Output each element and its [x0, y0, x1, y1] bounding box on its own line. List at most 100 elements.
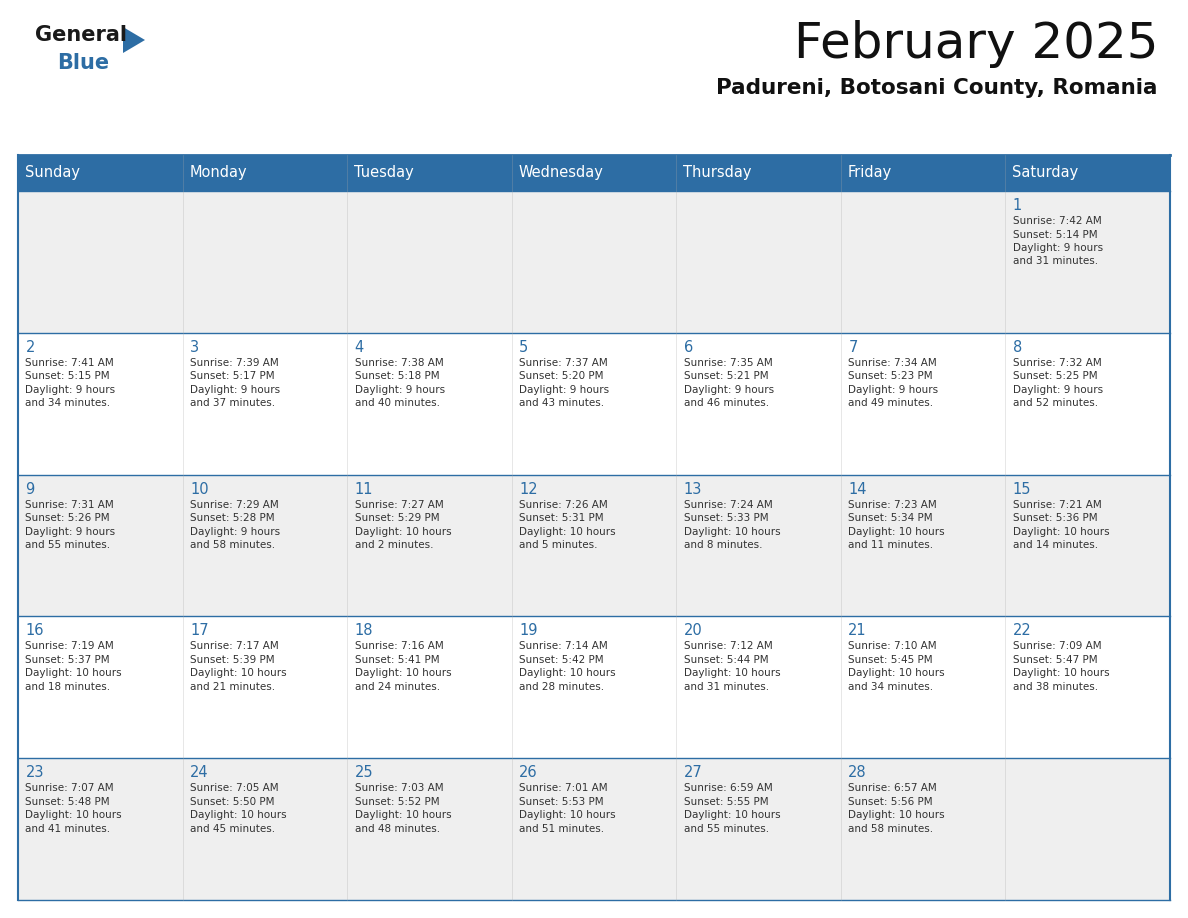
Text: 24: 24 [190, 766, 209, 780]
Text: 18: 18 [354, 623, 373, 638]
Text: Daylight: 10 hours: Daylight: 10 hours [1013, 527, 1110, 537]
Text: and 52 minutes.: and 52 minutes. [1013, 398, 1098, 409]
Text: Sunset: 5:53 PM: Sunset: 5:53 PM [519, 797, 604, 807]
Bar [18, 155, 183, 191]
Text: Sunset: 5:21 PM: Sunset: 5:21 PM [683, 371, 769, 381]
Text: and 45 minutes.: and 45 minutes. [190, 823, 276, 834]
Text: Sunset: 5:44 PM: Sunset: 5:44 PM [683, 655, 769, 665]
Text: Sunrise: 7:32 AM: Sunrise: 7:32 AM [1013, 358, 1101, 368]
Text: Sunrise: 7:41 AM: Sunrise: 7:41 AM [25, 358, 114, 368]
Text: Sunrise: 7:34 AM: Sunrise: 7:34 AM [848, 358, 937, 368]
Text: Sunrise: 7:39 AM: Sunrise: 7:39 AM [190, 358, 279, 368]
Bar [183, 155, 347, 191]
Text: Sunrise: 7:35 AM: Sunrise: 7:35 AM [683, 358, 772, 368]
Text: Daylight: 10 hours: Daylight: 10 hours [683, 811, 781, 820]
Text: Sunset: 5:17 PM: Sunset: 5:17 PM [190, 371, 274, 381]
Text: Daylight: 10 hours: Daylight: 10 hours [519, 668, 615, 678]
Text: Daylight: 9 hours: Daylight: 9 hours [354, 385, 444, 395]
Text: 9: 9 [25, 482, 34, 497]
Text: 27: 27 [683, 766, 702, 780]
Text: Sunset: 5:47 PM: Sunset: 5:47 PM [1013, 655, 1098, 665]
Text: Daylight: 10 hours: Daylight: 10 hours [519, 527, 615, 537]
Text: General: General [34, 25, 127, 45]
Text: 23: 23 [25, 766, 44, 780]
Text: and 51 minutes.: and 51 minutes. [519, 823, 605, 834]
Text: and 41 minutes.: and 41 minutes. [25, 823, 110, 834]
Text: and 24 minutes.: and 24 minutes. [354, 682, 440, 692]
Text: Sunrise: 7:21 AM: Sunrise: 7:21 AM [1013, 499, 1101, 509]
Text: and 21 minutes.: and 21 minutes. [190, 682, 276, 692]
Bar [512, 155, 676, 191]
Text: and 14 minutes.: and 14 minutes. [1013, 540, 1098, 550]
Text: Daylight: 10 hours: Daylight: 10 hours [848, 811, 944, 820]
Text: 11: 11 [354, 482, 373, 497]
Text: 19: 19 [519, 623, 538, 638]
Text: Sunrise: 7:42 AM: Sunrise: 7:42 AM [1013, 216, 1101, 226]
Text: Sunset: 5:14 PM: Sunset: 5:14 PM [1013, 230, 1098, 240]
Text: 12: 12 [519, 482, 538, 497]
Text: Blue: Blue [57, 53, 109, 73]
Text: Daylight: 10 hours: Daylight: 10 hours [683, 527, 781, 537]
Text: Sunset: 5:26 PM: Sunset: 5:26 PM [25, 513, 110, 523]
Text: and 37 minutes.: and 37 minutes. [190, 398, 276, 409]
Text: Thursday: Thursday [683, 165, 751, 181]
Text: and 46 minutes.: and 46 minutes. [683, 398, 769, 409]
Text: Sunset: 5:45 PM: Sunset: 5:45 PM [848, 655, 933, 665]
Text: and 38 minutes.: and 38 minutes. [1013, 682, 1098, 692]
Text: Padureni, Botosani County, Romania: Padureni, Botosani County, Romania [716, 78, 1158, 98]
Text: and 5 minutes.: and 5 minutes. [519, 540, 598, 550]
Text: Tuesday: Tuesday [354, 165, 413, 181]
Text: Sunset: 5:50 PM: Sunset: 5:50 PM [190, 797, 274, 807]
Text: and 2 minutes.: and 2 minutes. [354, 540, 434, 550]
Text: Sunset: 5:31 PM: Sunset: 5:31 PM [519, 513, 604, 523]
Text: Sunset: 5:34 PM: Sunset: 5:34 PM [848, 513, 933, 523]
Text: Sunrise: 7:24 AM: Sunrise: 7:24 AM [683, 499, 772, 509]
Text: and 34 minutes.: and 34 minutes. [25, 398, 110, 409]
Text: Daylight: 9 hours: Daylight: 9 hours [1013, 385, 1102, 395]
Text: 16: 16 [25, 623, 44, 638]
Text: Daylight: 9 hours: Daylight: 9 hours [519, 385, 609, 395]
Text: 14: 14 [848, 482, 867, 497]
Text: 2: 2 [25, 340, 34, 354]
Text: and 11 minutes.: and 11 minutes. [848, 540, 934, 550]
Text: Daylight: 10 hours: Daylight: 10 hours [519, 811, 615, 820]
Text: Sunrise: 6:57 AM: Sunrise: 6:57 AM [848, 783, 937, 793]
Bar [841, 155, 1005, 191]
Text: Sunrise: 7:05 AM: Sunrise: 7:05 AM [190, 783, 279, 793]
Text: Sunday: Sunday [25, 165, 80, 181]
Text: Daylight: 10 hours: Daylight: 10 hours [848, 527, 944, 537]
Text: Sunrise: 7:38 AM: Sunrise: 7:38 AM [354, 358, 443, 368]
Text: Sunrise: 7:12 AM: Sunrise: 7:12 AM [683, 642, 772, 652]
Text: Daylight: 9 hours: Daylight: 9 hours [848, 385, 939, 395]
Text: February 2025: February 2025 [794, 20, 1158, 68]
Text: Sunset: 5:52 PM: Sunset: 5:52 PM [354, 797, 440, 807]
Text: Sunrise: 7:27 AM: Sunrise: 7:27 AM [354, 499, 443, 509]
Text: Sunset: 5:15 PM: Sunset: 5:15 PM [25, 371, 110, 381]
Text: Sunrise: 7:19 AM: Sunrise: 7:19 AM [25, 642, 114, 652]
Text: Daylight: 9 hours: Daylight: 9 hours [190, 385, 280, 395]
Text: Daylight: 9 hours: Daylight: 9 hours [25, 527, 115, 537]
Text: Sunset: 5:25 PM: Sunset: 5:25 PM [1013, 371, 1098, 381]
Text: Sunset: 5:23 PM: Sunset: 5:23 PM [848, 371, 933, 381]
Text: Sunset: 5:36 PM: Sunset: 5:36 PM [1013, 513, 1098, 523]
Text: Sunset: 5:42 PM: Sunset: 5:42 PM [519, 655, 604, 665]
Text: Daylight: 9 hours: Daylight: 9 hours [25, 385, 115, 395]
Text: Daylight: 9 hours: Daylight: 9 hours [1013, 243, 1102, 253]
Text: Daylight: 10 hours: Daylight: 10 hours [190, 811, 286, 820]
Text: Sunrise: 7:31 AM: Sunrise: 7:31 AM [25, 499, 114, 509]
Text: Daylight: 9 hours: Daylight: 9 hours [683, 385, 773, 395]
Text: Daylight: 10 hours: Daylight: 10 hours [190, 668, 286, 678]
Text: and 48 minutes.: and 48 minutes. [354, 823, 440, 834]
Text: 15: 15 [1013, 482, 1031, 497]
Text: and 55 minutes.: and 55 minutes. [25, 540, 110, 550]
Text: Sunrise: 7:01 AM: Sunrise: 7:01 AM [519, 783, 608, 793]
Text: Sunrise: 7:17 AM: Sunrise: 7:17 AM [190, 642, 279, 652]
Text: and 55 minutes.: and 55 minutes. [683, 823, 769, 834]
Text: and 43 minutes.: and 43 minutes. [519, 398, 605, 409]
Text: 10: 10 [190, 482, 209, 497]
Text: Sunrise: 7:37 AM: Sunrise: 7:37 AM [519, 358, 608, 368]
Text: and 49 minutes.: and 49 minutes. [848, 398, 934, 409]
Text: Sunset: 5:28 PM: Sunset: 5:28 PM [190, 513, 274, 523]
Bar [18, 191, 1170, 333]
Text: and 28 minutes.: and 28 minutes. [519, 682, 605, 692]
